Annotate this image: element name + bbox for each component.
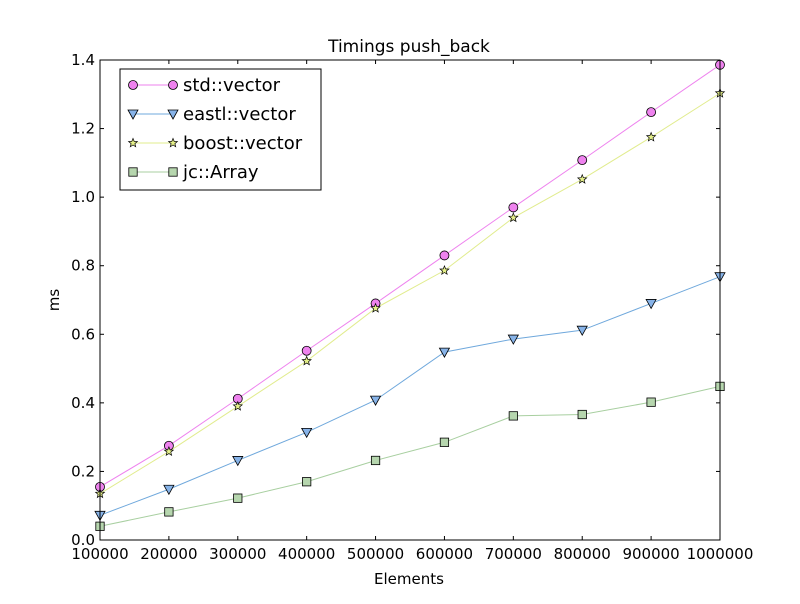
- x-tick-label: 500000: [347, 545, 404, 563]
- series-line-jc-array: [99, 385, 721, 527]
- legend-label-boost-vector: boost::vector: [183, 133, 303, 154]
- data-point-eastl-vector: [438, 347, 451, 358]
- data-point-boost-vector: [163, 445, 175, 457]
- x-tick-label: 300000: [209, 545, 266, 563]
- data-point-boost-vector: [301, 355, 312, 366]
- data-point-std-vector: [646, 107, 657, 118]
- legend-marker-boost-vector: [167, 137, 179, 148]
- series-line-boost-vector: [99, 92, 721, 495]
- data-point-boost-vector: [576, 173, 588, 184]
- legend-marker-std-vector: [128, 80, 138, 90]
- plot-area-frame: [99, 59, 721, 541]
- data-point-jc-array: [164, 507, 174, 517]
- x-tick-label: 600000: [416, 545, 473, 563]
- series-line-eastl-vector: [99, 276, 721, 516]
- y-tick-label: 1.2: [71, 120, 95, 138]
- legend-marker-eastl-vector: [127, 109, 139, 120]
- data-point-eastl-vector: [369, 395, 382, 406]
- data-point-eastl-vector: [507, 334, 520, 345]
- x-tick-label: 200000: [140, 545, 197, 563]
- data-point-boost-vector: [508, 212, 519, 223]
- legend-label-eastl-vector: eastl::vector: [183, 104, 296, 125]
- series-lines: [99, 64, 721, 527]
- y-tick-label: 0.0: [71, 531, 95, 549]
- data-point-jc-array: [370, 455, 381, 466]
- data-point-std-vector: [301, 345, 312, 356]
- legend-label-std-vector: std::vector: [183, 75, 281, 96]
- y-tick-label: 1.4: [71, 51, 95, 69]
- x-tick-label: 1000000: [687, 545, 754, 563]
- chart-legend: std::vectoreastl::vectorboost::vectorjc:…: [119, 68, 322, 191]
- data-point-eastl-vector: [576, 325, 588, 336]
- series-line-std-vector: [99, 64, 721, 488]
- data-point-jc-array: [577, 409, 587, 420]
- data-point-eastl-vector: [300, 427, 313, 439]
- data-point-std-vector: [439, 250, 450, 261]
- data-point-jc-array: [233, 493, 243, 503]
- data-point-eastl-vector: [232, 456, 244, 467]
- axis-ticks: 100000 200000 300000 400000 500000 600000 7000…: [71, 51, 753, 563]
- legend-frame: [119, 68, 322, 191]
- data-point-boost-vector: [645, 131, 657, 142]
- x-tick-label: 700000: [485, 545, 542, 563]
- data-point-jc-array: [646, 397, 656, 407]
- legend-marker-boost-vector: [127, 137, 139, 148]
- legend-marker-jc-array: [128, 167, 138, 177]
- legend-label-jc-array: jc::Array: [182, 162, 259, 183]
- data-point-eastl-vector: [163, 484, 175, 496]
- data-point-boost-vector: [370, 302, 381, 313]
- y-tick-label: 0.8: [71, 257, 95, 275]
- data-point-boost-vector: [439, 264, 450, 276]
- y-tick-label: 0.6: [71, 325, 95, 343]
- x-tick-label: 800000: [554, 545, 611, 563]
- y-tick-label: 0.4: [71, 394, 95, 412]
- legend-marker-std-vector: [168, 80, 178, 90]
- x-axis-label: Elements: [374, 570, 444, 588]
- y-tick-label: 1.0: [71, 188, 95, 206]
- y-axis-label: ms: [45, 289, 63, 312]
- x-tick-label: 100000: [71, 545, 128, 563]
- legend-marker-eastl-vector: [167, 109, 179, 120]
- data-point-jc-array: [439, 437, 450, 447]
- data-point-jc-array: [302, 477, 312, 487]
- data-point-jc-array: [508, 411, 518, 421]
- data-point-std-vector: [577, 155, 588, 166]
- y-tick-label: 0.2: [71, 462, 95, 480]
- x-tick-label: 400000: [278, 545, 335, 563]
- data-point-eastl-vector: [645, 299, 657, 310]
- data-point-std-vector: [508, 202, 519, 213]
- series-markers: [94, 59, 726, 531]
- chart-title: Timings push_back: [327, 37, 490, 57]
- legend-marker-jc-array: [168, 167, 178, 177]
- data-point-boost-vector: [232, 400, 244, 411]
- x-tick-label: 900000: [622, 545, 679, 563]
